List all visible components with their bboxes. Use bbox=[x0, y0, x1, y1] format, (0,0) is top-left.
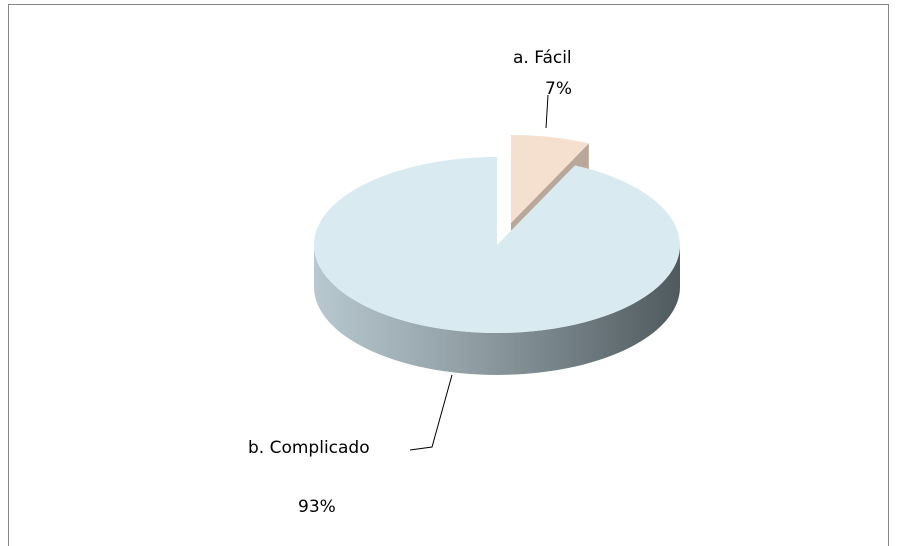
slice-value-label: 7% bbox=[545, 79, 572, 99]
pie-slice bbox=[313, 157, 680, 333]
pie-side bbox=[314, 245, 680, 375]
slice-label: a. Fácil bbox=[513, 48, 572, 68]
chart-frame bbox=[8, 4, 889, 546]
slice-label: b. Complicado bbox=[248, 438, 370, 458]
pie-slice bbox=[510, 135, 589, 223]
leader-line bbox=[409, 374, 453, 451]
slice-value-label: 93% bbox=[298, 497, 336, 517]
leader-line bbox=[545, 94, 549, 129]
